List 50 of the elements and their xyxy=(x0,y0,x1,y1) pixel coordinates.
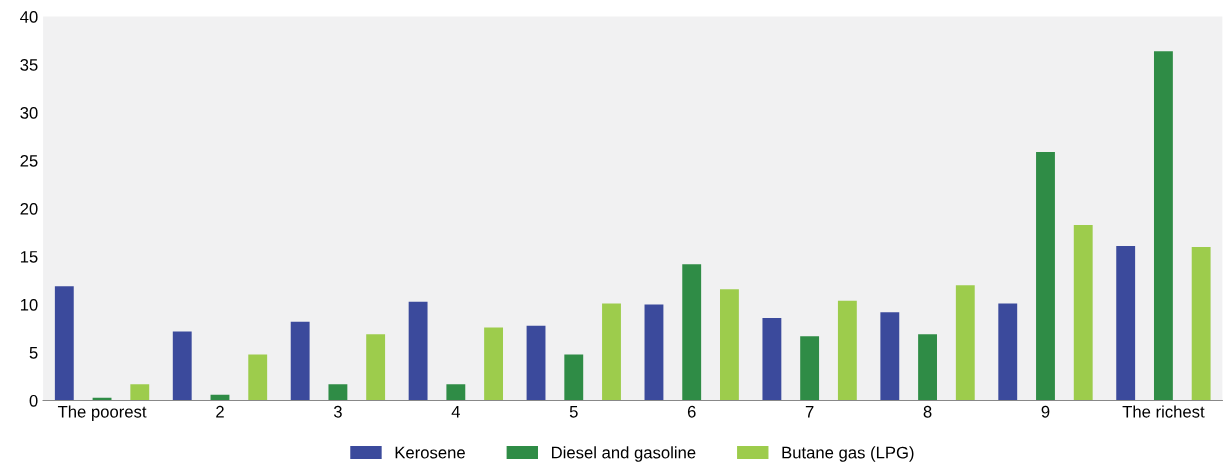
x-tick-label: The poorest xyxy=(57,405,147,421)
y-tick-label: 30 xyxy=(20,106,38,119)
bar xyxy=(408,301,428,401)
bar xyxy=(998,303,1018,401)
y-tick-label: 0 xyxy=(29,394,38,407)
legend-label: Kerosene xyxy=(395,446,465,459)
x-tick-label: 2 xyxy=(216,405,224,418)
x-tick-label: 6 xyxy=(687,405,696,418)
y-tick-label: 5 xyxy=(29,347,38,359)
bar xyxy=(682,264,702,401)
bar xyxy=(328,384,348,401)
bar xyxy=(484,327,504,401)
y-tick-label: 40 xyxy=(20,10,38,23)
bar xyxy=(837,300,857,401)
bar xyxy=(955,285,975,401)
x-tick-label: 9 xyxy=(1041,405,1050,418)
y-tick-label: 20 xyxy=(20,202,38,215)
bar xyxy=(720,289,739,401)
bar xyxy=(1153,51,1173,401)
bar xyxy=(526,325,546,401)
bar xyxy=(1036,151,1055,401)
y-tick-label: 35 xyxy=(20,58,38,71)
bar xyxy=(602,303,621,401)
bar xyxy=(130,384,150,401)
bar xyxy=(880,312,900,401)
x-tick-label: 5 xyxy=(569,406,578,418)
y-tick-label: 10 xyxy=(20,298,38,311)
bar xyxy=(1191,246,1211,401)
legend-label: Butane gas (LPG) xyxy=(782,446,914,462)
x-tick-label: 7 xyxy=(805,406,814,418)
bar xyxy=(800,336,820,401)
x-tick-label: 8 xyxy=(923,405,932,418)
y-tick-label: 15 xyxy=(20,251,38,263)
bar xyxy=(54,286,74,401)
x-tick-label: 3 xyxy=(333,405,342,418)
x-tick-label: 4 xyxy=(451,406,460,418)
bar xyxy=(366,334,386,401)
bar xyxy=(290,321,310,401)
bar xyxy=(172,331,192,401)
y-tick-label: 25 xyxy=(20,154,38,167)
bar xyxy=(644,304,664,401)
bar xyxy=(248,354,268,401)
bar xyxy=(1116,245,1136,401)
bar xyxy=(564,354,584,401)
bar xyxy=(446,384,466,401)
bar xyxy=(918,334,937,401)
bar xyxy=(1073,224,1093,401)
legend-label: Diesel and gasoline xyxy=(552,446,696,462)
bar xyxy=(762,317,782,401)
x-tick-label: The richest xyxy=(1122,405,1205,418)
